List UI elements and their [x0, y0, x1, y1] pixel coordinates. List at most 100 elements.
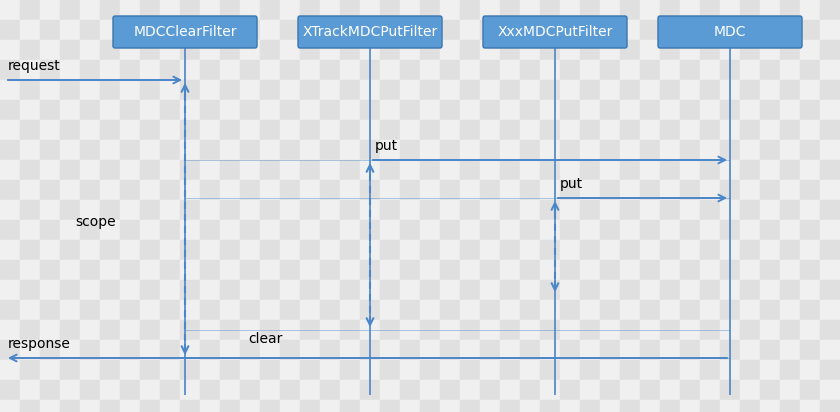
Bar [420, 240, 440, 260]
Bar [40, 260, 60, 280]
Bar [760, 400, 780, 412]
Bar [680, 180, 700, 200]
Bar [700, 320, 720, 340]
Bar [340, 0, 360, 20]
Bar [120, 200, 140, 220]
Bar [460, 100, 480, 120]
Bar [740, 200, 760, 220]
Bar [220, 120, 240, 140]
Bar [680, 220, 700, 240]
Bar [0, 400, 20, 412]
Bar [820, 280, 840, 300]
Bar [520, 200, 540, 220]
Bar [420, 0, 440, 20]
Bar [520, 100, 540, 120]
Bar [20, 100, 40, 120]
Bar [340, 40, 360, 60]
Bar [740, 340, 760, 360]
Bar [640, 340, 660, 360]
Bar [780, 100, 800, 120]
Bar [280, 380, 300, 400]
Bar [200, 40, 220, 60]
Bar [500, 160, 520, 180]
Bar [100, 320, 120, 340]
Bar [160, 40, 180, 60]
Bar [420, 20, 440, 40]
Bar [500, 120, 520, 140]
Bar [260, 160, 280, 180]
Bar [420, 140, 440, 160]
Bar [580, 260, 600, 280]
FancyBboxPatch shape [298, 16, 442, 48]
Bar [800, 220, 820, 240]
Bar [760, 220, 780, 240]
Bar [0, 100, 20, 120]
Bar [760, 380, 780, 400]
Bar [820, 380, 840, 400]
Bar [340, 240, 360, 260]
Bar [20, 240, 40, 260]
Bar [700, 380, 720, 400]
Bar [120, 0, 140, 20]
Bar [800, 140, 820, 160]
Bar [160, 380, 180, 400]
Bar [800, 120, 820, 140]
Text: put: put [560, 177, 583, 191]
Bar [160, 140, 180, 160]
Bar [440, 400, 460, 412]
Bar [300, 160, 320, 180]
Bar [100, 60, 120, 80]
Bar [200, 380, 220, 400]
Bar [140, 360, 160, 380]
Bar [700, 200, 720, 220]
Bar [440, 300, 460, 320]
Bar [700, 220, 720, 240]
Bar [540, 60, 560, 80]
Bar [260, 140, 280, 160]
Bar [520, 80, 540, 100]
Bar [360, 300, 380, 320]
Bar [440, 280, 460, 300]
Bar [0, 300, 20, 320]
Bar [780, 400, 800, 412]
Bar [40, 360, 60, 380]
Bar [520, 240, 540, 260]
Bar [0, 0, 20, 20]
Bar [720, 280, 740, 300]
Bar [280, 140, 300, 160]
Bar [620, 300, 640, 320]
Bar [540, 400, 560, 412]
Bar [480, 20, 500, 40]
Bar [760, 280, 780, 300]
Bar [80, 400, 100, 412]
Bar [460, 160, 480, 180]
Bar [760, 180, 780, 200]
Bar [700, 120, 720, 140]
Bar [440, 20, 460, 40]
Bar [200, 260, 220, 280]
Bar [80, 260, 100, 280]
Bar [540, 340, 560, 360]
Bar [140, 20, 160, 40]
Bar [0, 340, 20, 360]
Bar [80, 160, 100, 180]
Bar [100, 160, 120, 180]
Bar [380, 340, 400, 360]
Bar [240, 300, 260, 320]
Bar [0, 240, 20, 260]
Bar [760, 300, 780, 320]
Bar [140, 180, 160, 200]
Bar [600, 300, 620, 320]
Bar [200, 200, 220, 220]
Bar [800, 200, 820, 220]
Bar [700, 360, 720, 380]
Bar [740, 140, 760, 160]
Bar [140, 300, 160, 320]
Bar [540, 380, 560, 400]
Bar [720, 160, 740, 180]
Bar [820, 200, 840, 220]
Bar [560, 340, 580, 360]
Bar [240, 20, 260, 40]
Bar [780, 220, 800, 240]
Bar [520, 60, 540, 80]
